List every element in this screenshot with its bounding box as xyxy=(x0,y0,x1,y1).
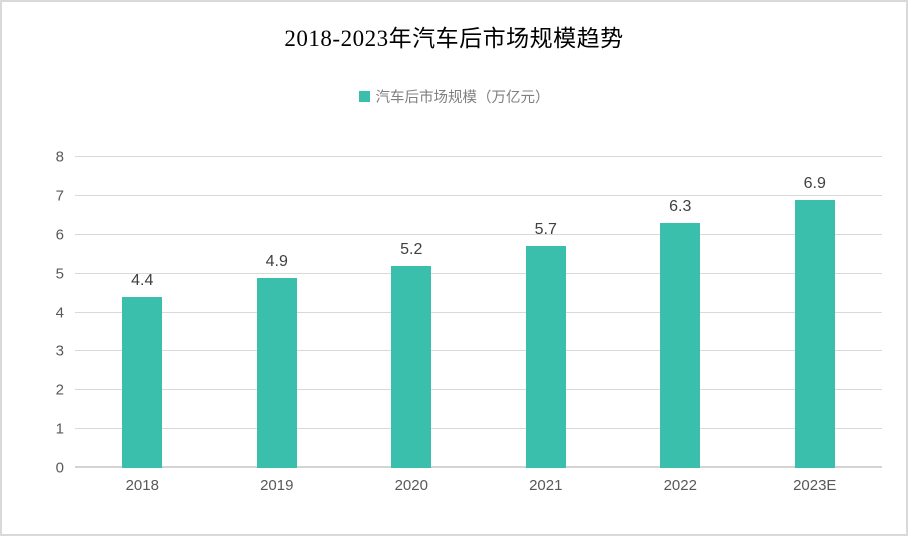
x-tick-label: 2022 xyxy=(663,477,697,494)
gridline xyxy=(75,389,882,391)
bar xyxy=(794,199,835,468)
bar-data-label: 4.9 xyxy=(265,252,288,270)
bar-data-label: 6.3 xyxy=(669,198,692,216)
legend-swatch xyxy=(358,91,370,102)
y-tick-label: 3 xyxy=(55,342,64,360)
y-tick-label: 7 xyxy=(55,187,64,205)
gridline xyxy=(75,272,882,274)
gridline xyxy=(75,350,882,352)
x-tick-label: 2018 xyxy=(125,477,159,494)
gridline xyxy=(75,194,882,196)
bar xyxy=(256,277,297,468)
y-tick-label: 4 xyxy=(55,304,64,321)
bar-slot: 5.7 xyxy=(479,157,614,468)
bar xyxy=(122,296,163,468)
bar-slot: 4.4 xyxy=(75,157,210,468)
gridline xyxy=(75,156,882,157)
bar xyxy=(525,246,566,468)
bar-data-label: 5.2 xyxy=(400,240,423,258)
bar-data-label: 4.4 xyxy=(131,271,154,289)
y-tick-label: 8 xyxy=(55,148,64,166)
bar-slot: 5.2 xyxy=(344,157,479,468)
bar-data-label: 5.7 xyxy=(534,221,557,239)
gridline xyxy=(75,233,882,235)
x-tick-label: 2023E xyxy=(793,477,837,494)
legend-label: 汽车后市场规模（万亿元） xyxy=(375,90,550,106)
gridline xyxy=(75,311,882,313)
x-tick-label: 2020 xyxy=(394,477,428,494)
bar-slot: 6.9 xyxy=(748,157,883,468)
plot-area: 4.4 4.9 5.2 5.7 6.3 6.9 xyxy=(75,156,882,468)
bar xyxy=(660,223,701,468)
chart-title: 2018-2023年汽车后市场规模趋势 xyxy=(284,26,624,51)
gridline xyxy=(75,428,882,430)
x-axis-labels: 2018 2019 2020 2021 2022 2023E xyxy=(75,477,882,494)
legend: 汽车后市场规模（万亿元） xyxy=(2,86,906,107)
x-tick-label: 2021 xyxy=(529,477,563,494)
bar xyxy=(391,265,432,468)
y-tick-label: 0 xyxy=(55,459,64,477)
x-tick-label: 2019 xyxy=(260,477,294,494)
y-tick-label: 5 xyxy=(55,265,64,283)
y-tick-label: 2 xyxy=(55,381,64,399)
bar-slot: 4.9 xyxy=(210,157,345,468)
y-axis-labels: 0 1 2 3 4 5 6 7 8 xyxy=(2,149,64,477)
x-axis-line xyxy=(75,466,882,468)
bar-slot: 6.3 xyxy=(613,157,748,468)
bars-container: 4.4 4.9 5.2 5.7 6.3 6.9 xyxy=(75,157,882,468)
y-tick-label: 6 xyxy=(55,226,64,244)
bar-data-label: 6.9 xyxy=(803,174,826,192)
y-tick-label: 1 xyxy=(55,420,64,438)
